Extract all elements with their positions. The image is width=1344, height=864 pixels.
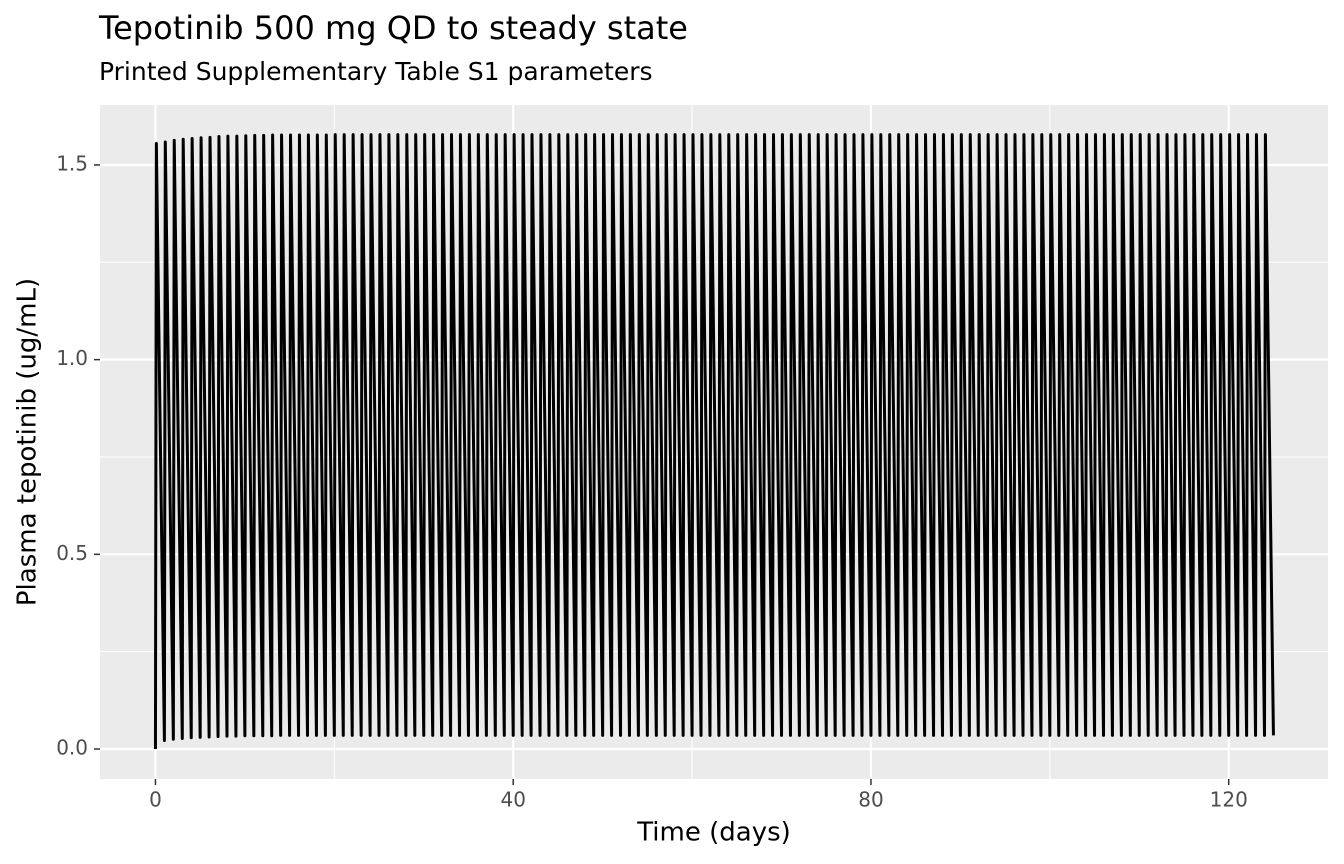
data-line: [153, 133, 1275, 750]
x-axis-label: Time (days): [636, 818, 791, 848]
y-tick-label: 1.5: [56, 151, 88, 175]
y-axis-label: Plasma tepotinib (ug/mL): [13, 278, 43, 606]
x-tick-label: 0: [149, 788, 162, 812]
y-tick-label: 0.0: [56, 736, 88, 760]
chart-subtitle: Printed Supplementary Table S1 parameter…: [99, 57, 653, 86]
chart-title: Tepotinib 500 mg QD to steady state: [98, 9, 688, 47]
y-tick-label: 0.5: [56, 541, 88, 565]
x-tick-label: 80: [858, 788, 883, 812]
y-tick-label: 1.0: [56, 346, 88, 370]
x-tick-label: 120: [1210, 788, 1248, 812]
x-tick-label: 40: [500, 788, 525, 812]
